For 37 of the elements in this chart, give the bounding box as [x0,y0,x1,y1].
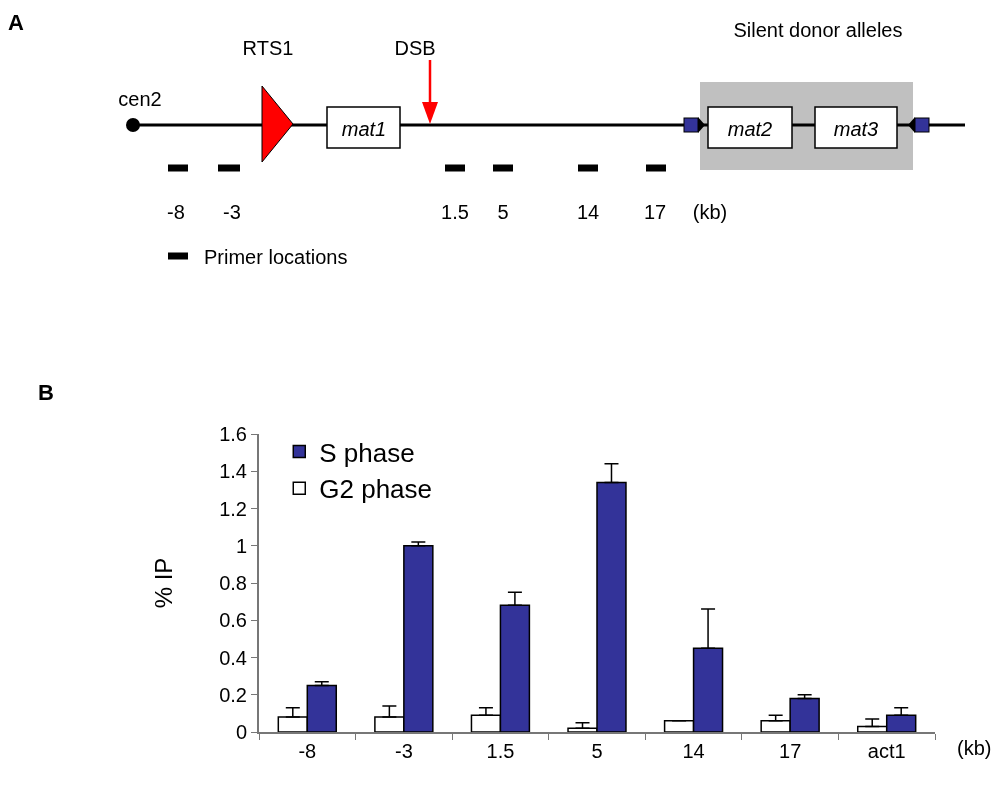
y-tick-label: 1.6 [219,423,247,445]
text: -3 [223,201,241,223]
text: Primer locations [204,246,348,268]
text: mat2 [727,118,773,140]
x-tick-label: -3 [394,740,413,762]
text: 17 [643,201,667,223]
text: (kb) [957,737,992,759]
text: mat1 [341,118,387,140]
text: A [8,10,24,35]
x-tick-label: 14 [682,740,705,762]
text: 1.5 [441,201,469,223]
legend-label: G2 phase [319,474,433,505]
text: 5 [497,201,509,223]
x-tick-label: 17 [779,740,802,762]
text: mat3 [833,118,879,140]
x-tick-label: -8 [298,740,317,762]
x-tick-label: 1.5 [486,740,515,762]
y-axis-title: % IP [149,557,177,609]
x-tick-label: act1 [867,740,906,762]
y-tick-label: 0.2 [219,683,247,706]
y-tick-label: 1.4 [219,460,247,483]
y-tick-label: 0.6 [219,609,247,632]
text: (kb) [692,201,728,223]
text: RTS1 [242,37,294,59]
text: DSB [394,37,436,59]
y-tick-label: 1.2 [219,497,247,520]
text: -8 [167,201,185,223]
x-tick-label: 5 [591,740,603,762]
y-tick-label: 1 [235,534,247,557]
text: Silent donor alleles [733,19,903,41]
y-tick-label: 0.4 [219,646,247,669]
text: cen2 [118,88,162,110]
text: 14 [576,201,600,223]
text: B [38,380,54,405]
legend-label: S phase [319,437,415,468]
y-tick-label: 0 [235,721,247,743]
y-tick-label: 0.8 [219,572,247,594]
